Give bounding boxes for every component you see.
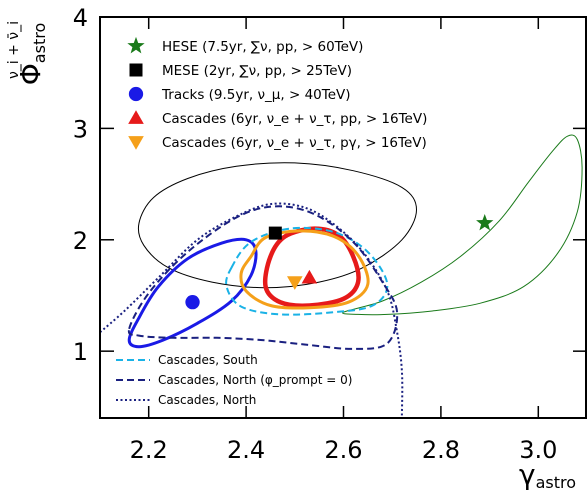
legend-entry-label: Cascades (6yr, ν_e + ν_τ, pp, > 16TeV) <box>162 111 427 127</box>
best-fit-square-marker <box>268 226 282 240</box>
legend-entry-label: Tracks (9.5yr, ν_μ, > 40TeV) <box>161 87 351 103</box>
x-tick-label: 2.4 <box>227 436 265 464</box>
legend-triangle-down-icon <box>128 136 144 150</box>
legend-contour-label: Cascades, North (φ_prompt = 0) <box>158 373 352 387</box>
legend-entry-label: HESE (7.5yr, ∑ν, pp, > 60TeV) <box>162 39 363 55</box>
contour-hese <box>342 134 583 316</box>
x-tick-label: 3.0 <box>519 436 557 464</box>
y-tick-label: 3 <box>73 115 88 143</box>
legend-square-icon <box>129 63 143 77</box>
y-axis-title-superscript: ν_i + ν̄_i <box>6 21 22 79</box>
contour-cascades-north-prompt-0 <box>127 205 399 350</box>
best-fit-triangle-down-marker <box>287 276 303 290</box>
legend-entry-label: Cascades (6yr, ν_e + ν_τ, pγ, > 16TeV) <box>162 135 427 151</box>
legend-entry-label: MESE (2yr, ∑ν, pp, > 25TeV) <box>162 63 352 79</box>
best-fit-circle-marker <box>185 295 200 310</box>
legend-contours: Cascades, South Cascades, North (φ_prompt… <box>116 353 352 407</box>
axis-ticks: 2.2 2.4 2.6 2.8 3.0 1 2 3 4 <box>73 4 587 464</box>
y-tick-label: 1 <box>73 338 88 366</box>
contour-cascades-south <box>225 226 389 316</box>
legend-circle-icon <box>128 86 144 102</box>
x-tick-label: 2.6 <box>324 436 362 464</box>
contour-cascades-p <box>239 229 370 310</box>
contour-mese <box>137 162 417 289</box>
contour-cascades-pp <box>262 226 361 308</box>
best-fit-markers-layer <box>185 213 494 310</box>
x-axis-title: γastro <box>519 458 576 491</box>
legend-markers: HESE (7.5yr, ∑ν, pp, > 60TeV) MESE (2yr, … <box>127 36 427 151</box>
y-tick-label: 2 <box>73 227 88 255</box>
x-tick-label: 2.2 <box>130 436 168 464</box>
legend-triangle-up-icon <box>128 110 144 124</box>
y-tick-label: 4 <box>73 4 88 32</box>
legend-star-icon <box>127 36 145 54</box>
contours-layer <box>100 134 583 416</box>
svg-text:Φastro: Φastro <box>14 23 49 85</box>
x-tick-label: 2.8 <box>422 436 460 464</box>
best-fit-triangle-up-marker <box>301 269 318 284</box>
y-axis-title: Φastro ν_i + ν̄_i <box>6 21 49 85</box>
best-fit-star-marker <box>476 213 494 231</box>
contour-tracks <box>127 237 258 349</box>
legend-contour-label: Cascades, North <box>158 393 256 407</box>
legend-contour-label: Cascades, South <box>158 353 258 367</box>
